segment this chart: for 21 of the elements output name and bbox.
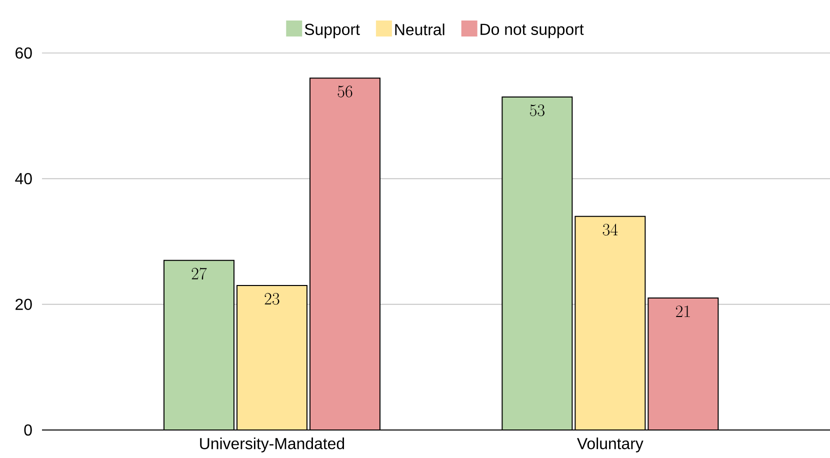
y-tick-label: 0 (24, 424, 32, 436)
data-label: 21 (676, 306, 690, 317)
data-label: 23 (264, 293, 280, 305)
bar (574, 216, 646, 430)
bar (164, 260, 234, 430)
y-tick-label: 40 (15, 173, 32, 184)
data-label: 27 (192, 268, 207, 280)
bar (310, 78, 380, 430)
legend-label: Neutral (395, 24, 444, 36)
x-tick-label: University-Mandated (200, 438, 344, 452)
bar (648, 298, 719, 430)
data-label: 53 (530, 104, 544, 116)
y-tick-label: 60 (16, 47, 32, 59)
bar (502, 96, 573, 430)
data-label: 34 (602, 224, 618, 236)
legend-label: Support (304, 24, 360, 38)
legend-label: Do not support (480, 24, 584, 38)
y-tick-label: 20 (16, 298, 32, 310)
data-label: 56 (338, 86, 352, 98)
x-tick-label: Voluntary (577, 438, 644, 452)
bar (236, 285, 307, 430)
